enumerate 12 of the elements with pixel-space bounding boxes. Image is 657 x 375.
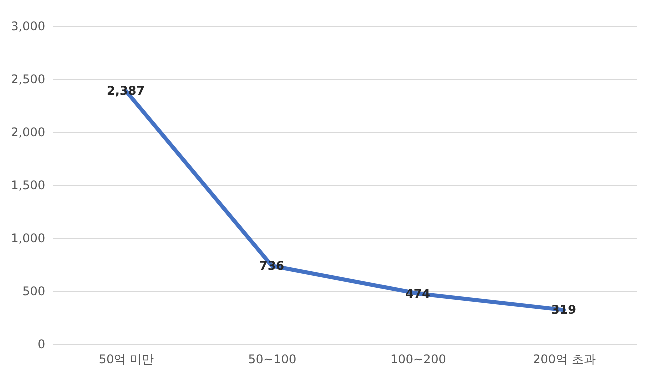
y-tick-label: 1,000 (11, 232, 46, 246)
x-tick-label: 50~100 (248, 352, 297, 366)
data-label: 319 (551, 303, 577, 318)
x-tick-label: 200억 초과 (533, 352, 596, 366)
y-tick-label: 500 (22, 284, 46, 298)
y-tick-label: 2,000 (11, 126, 46, 140)
y-tick-label: 0 (38, 338, 46, 352)
y-tick-label: 1,500 (11, 178, 46, 192)
y-tick-label: 2,500 (11, 72, 46, 86)
y-tick-label: 3,000 (11, 20, 46, 34)
x-tick-label: 100~200 (390, 352, 446, 366)
x-tick-label: 50억 미만 (98, 352, 154, 366)
